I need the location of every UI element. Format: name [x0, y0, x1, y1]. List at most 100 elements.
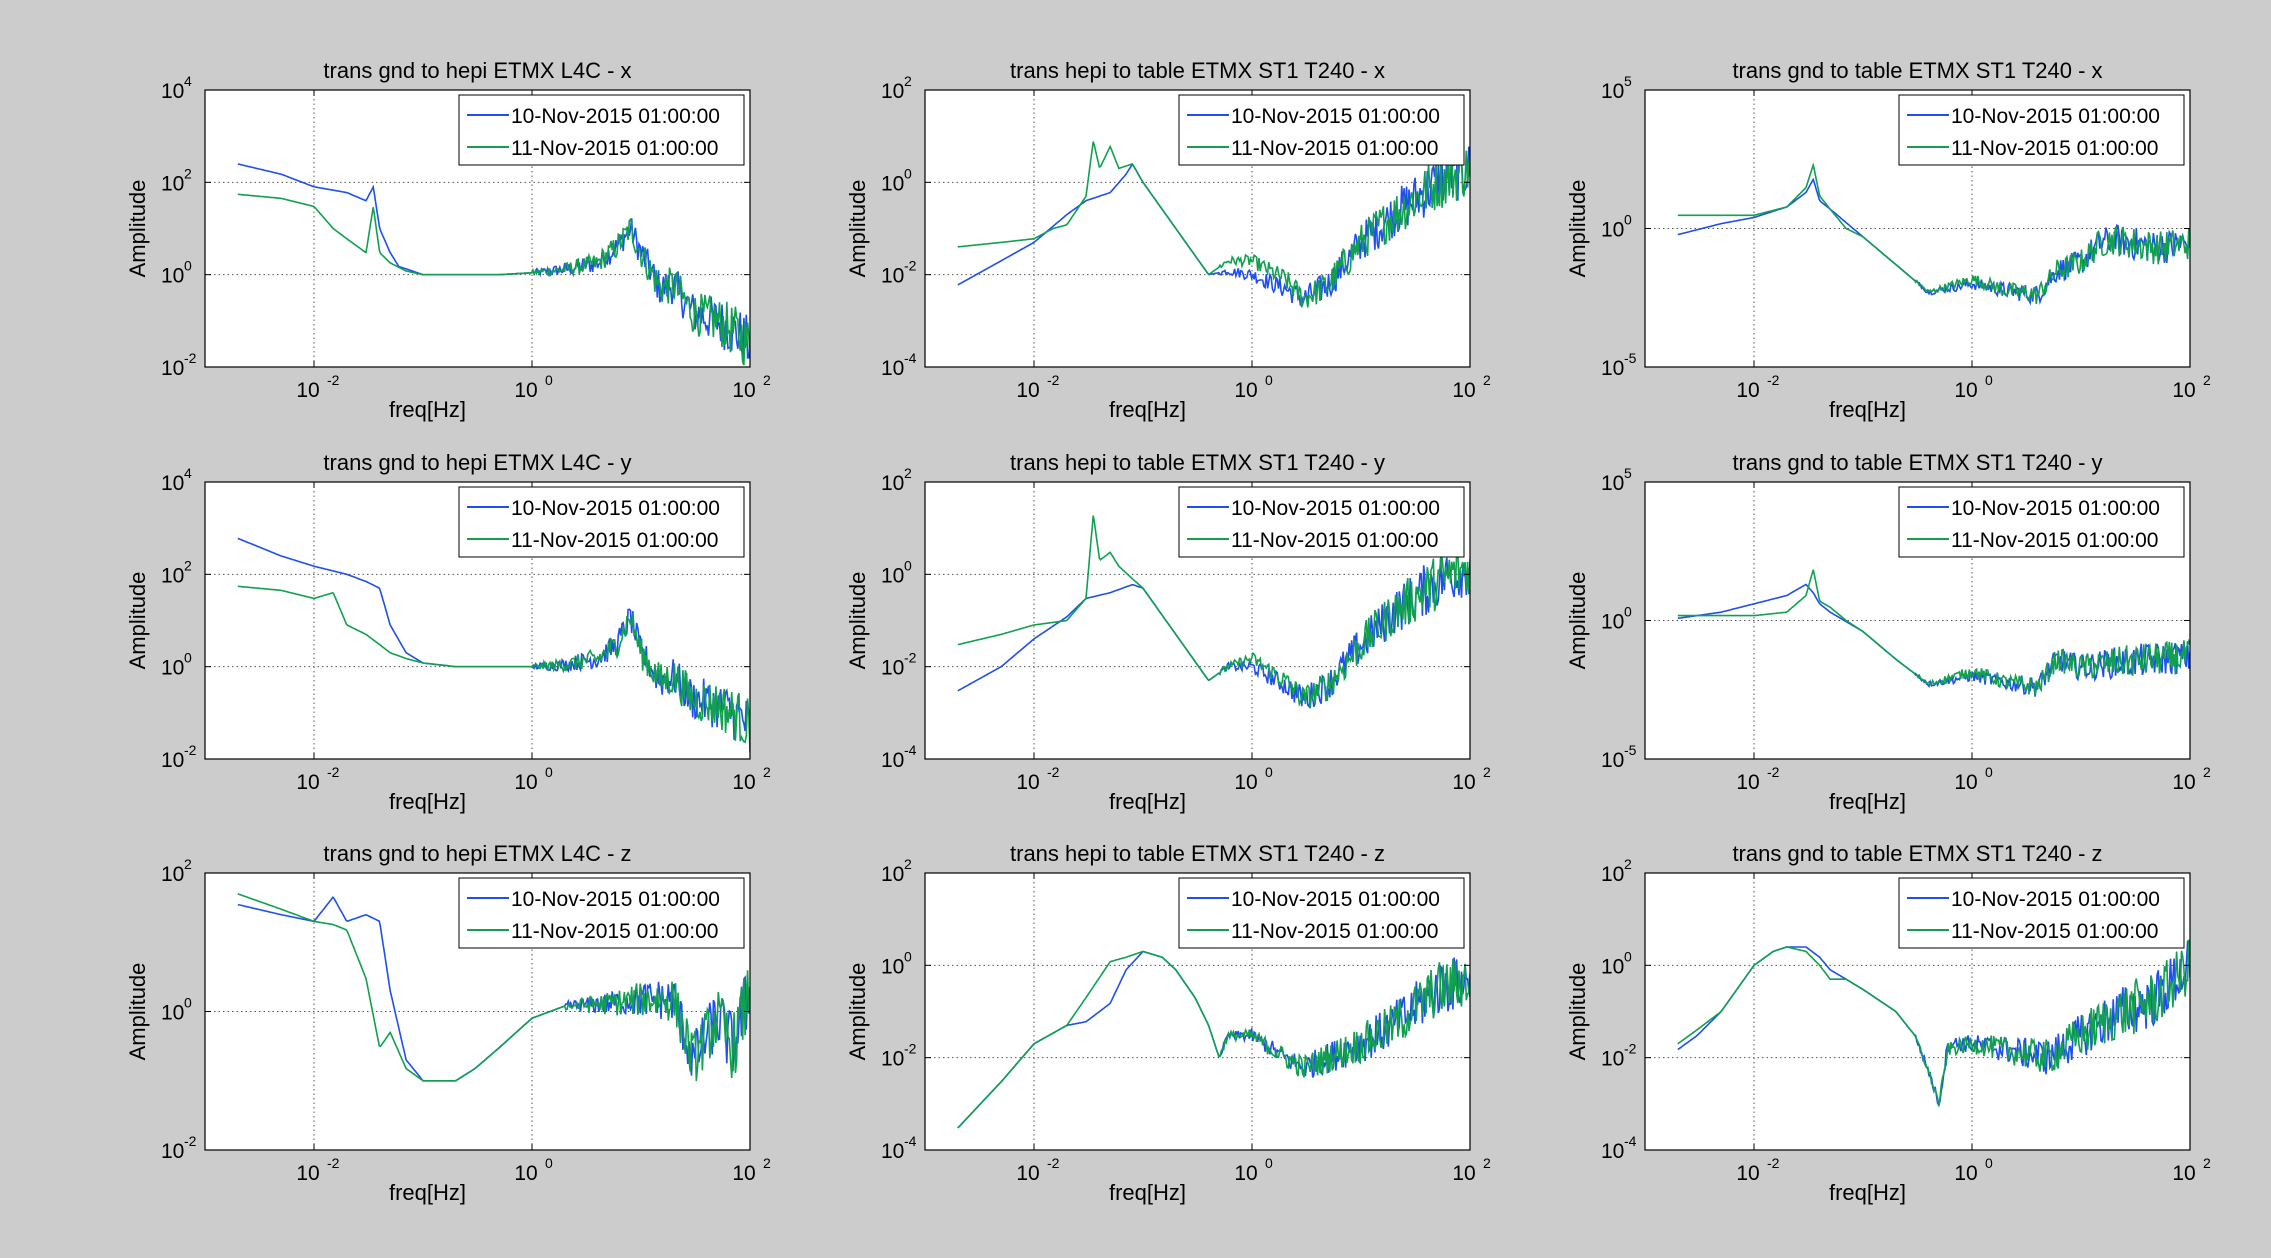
y-tick-exponent: 4	[184, 73, 192, 89]
x-tick-exponent: 0	[1985, 1155, 1993, 1171]
y-tick-label: 10	[161, 472, 184, 495]
x-tick-exponent: 2	[763, 764, 771, 780]
y-tick-exponent: -2	[1624, 1041, 1637, 1057]
y-tick-label: 10	[881, 564, 904, 587]
x-axis-label: freq[Hz]	[1109, 1180, 1186, 1205]
y-tick-exponent: -4	[904, 742, 917, 758]
y-tick-label: 10	[1601, 955, 1624, 978]
x-tick-exponent: -2	[1047, 764, 1060, 780]
y-tick-label: 10	[1601, 1140, 1624, 1163]
legend-box	[1178, 94, 1465, 166]
x-tick-exponent: 0	[1985, 372, 1993, 388]
x-tick-label: 10	[1954, 379, 1977, 402]
y-axis-label: Amplitude	[125, 180, 150, 278]
chart-title: trans gnd to hepi ETMX L4C - z	[323, 841, 631, 866]
series-line	[1677, 162, 2190, 304]
series-line	[1677, 569, 2190, 696]
x-tick-label: 10	[1736, 379, 1759, 402]
x-axis-label: freq[Hz]	[1109, 397, 1186, 422]
x-tick-exponent: 0	[545, 764, 553, 780]
y-tick-exponent: 0	[184, 258, 192, 274]
axes-frame	[924, 89, 1471, 368]
y-tick-exponent: -5	[1624, 350, 1637, 366]
y-tick-exponent: -4	[904, 1133, 917, 1149]
y-tick-label: 10	[1601, 219, 1624, 242]
x-tick-label: 10	[1234, 1162, 1257, 1185]
x-axis-label: freq[Hz]	[1829, 397, 1906, 422]
y-tick-label: 10	[881, 863, 904, 886]
y-axis-label: Amplitude	[1565, 963, 1590, 1061]
x-tick-exponent: -2	[327, 764, 340, 780]
x-tick-exponent: -2	[327, 372, 340, 388]
x-axis-label: freq[Hz]	[1829, 1180, 1906, 1205]
subplot-3: 10 -2 10 0 10 210 -510 010 5 trans gnd to table E…	[1565, 58, 2211, 422]
y-axis-label: Amplitude	[1565, 180, 1590, 278]
chart-title: trans gnd to hepi ETMX L4C - y	[323, 450, 631, 475]
series-line	[237, 193, 750, 366]
chart-title: trans gnd to table ETMX ST1 T240 - z	[1732, 841, 2102, 866]
x-tick-label: 10	[1452, 771, 1475, 794]
x-tick-label: 10	[1736, 771, 1759, 794]
legend-label: 11-Nov-2015 01:00:00	[1951, 529, 2158, 552]
x-tick-label: 10	[1954, 771, 1977, 794]
y-tick-label: 10	[1601, 472, 1624, 495]
y-axis-label: Amplitude	[1565, 572, 1590, 670]
y-tick-label: 10	[881, 80, 904, 103]
x-axis-label: freq[Hz]	[389, 397, 466, 422]
x-tick-label: 10	[1452, 379, 1475, 402]
x-tick-label: 10	[296, 771, 319, 794]
legend-label: 11-Nov-2015 01:00:00	[1231, 920, 1438, 943]
y-tick-label: 10	[881, 955, 904, 978]
y-tick-exponent: 5	[1624, 73, 1632, 89]
x-tick-label: 10	[732, 771, 755, 794]
chart-title: trans gnd to table ETMX ST1 T240 - y	[1732, 450, 2102, 475]
y-tick-label: 10	[881, 357, 904, 380]
x-tick-label: 10	[1234, 379, 1257, 402]
chart-title: trans hepi to table ETMX ST1 T240 - x	[1010, 58, 1385, 83]
x-tick-exponent: 2	[1483, 1155, 1491, 1171]
y-tick-exponent: -2	[184, 1133, 197, 1149]
axes-frame	[924, 481, 1471, 760]
x-tick-label: 10	[1234, 771, 1257, 794]
y-tick-exponent: 2	[904, 73, 912, 89]
x-tick-exponent: -2	[1047, 372, 1060, 388]
x-tick-exponent: 0	[545, 1155, 553, 1171]
x-tick-label: 10	[514, 1162, 537, 1185]
x-tick-label: 10	[1452, 1162, 1475, 1185]
legend-box	[458, 877, 745, 949]
y-tick-label: 10	[881, 1140, 904, 1163]
legend-label: 10-Nov-2015 01:00:00	[1951, 497, 2160, 520]
x-tick-exponent: -2	[327, 1155, 340, 1171]
legend-label: 10-Nov-2015 01:00:00	[1951, 888, 2160, 911]
legend: 10-Nov-2015 01:00:00 11-Nov-2015 01:00:00	[1178, 94, 1465, 166]
chart-title: trans gnd to table ETMX ST1 T240 - x	[1732, 58, 2102, 83]
legend-label: 11-Nov-2015 01:00:00	[1951, 137, 2158, 160]
x-tick-label: 10	[1016, 379, 1039, 402]
legend: 10-Nov-2015 01:00:00 11-Nov-2015 01:00:00	[1178, 486, 1465, 558]
x-tick-exponent: 2	[2203, 1155, 2211, 1171]
x-axis-label: freq[Hz]	[389, 1180, 466, 1205]
y-tick-exponent: 0	[184, 995, 192, 1011]
y-tick-label: 10	[881, 749, 904, 772]
x-tick-label: 10	[732, 379, 755, 402]
y-tick-label: 10	[1601, 1048, 1624, 1071]
y-tick-exponent: 0	[1624, 948, 1632, 964]
y-tick-exponent: 2	[184, 557, 192, 573]
x-axis-label: freq[Hz]	[1109, 789, 1186, 814]
legend: 10-Nov-2015 01:00:00 11-Nov-2015 01:00:00	[458, 877, 745, 949]
y-tick-exponent: -4	[904, 350, 917, 366]
legend: 10-Nov-2015 01:00:00 11-Nov-2015 01:00:00	[1898, 486, 2185, 558]
series-line	[1677, 939, 2190, 1107]
subplot-6: 10 -2 10 0 10 210 -510 010 5 trans gnd to table E…	[1565, 450, 2211, 814]
x-tick-label: 10	[1016, 1162, 1039, 1185]
legend-box	[1898, 877, 2185, 949]
x-tick-label: 10	[1016, 771, 1039, 794]
legend: 10-Nov-2015 01:00:00 11-Nov-2015 01:00:00	[1178, 877, 1465, 949]
y-tick-label: 10	[881, 657, 904, 680]
y-tick-label: 10	[161, 265, 184, 288]
y-tick-exponent: 2	[184, 165, 192, 181]
y-tick-label: 10	[161, 357, 184, 380]
y-tick-exponent: 0	[904, 165, 912, 181]
y-tick-label: 10	[161, 564, 184, 587]
legend-label: 10-Nov-2015 01:00:00	[1231, 105, 1440, 128]
